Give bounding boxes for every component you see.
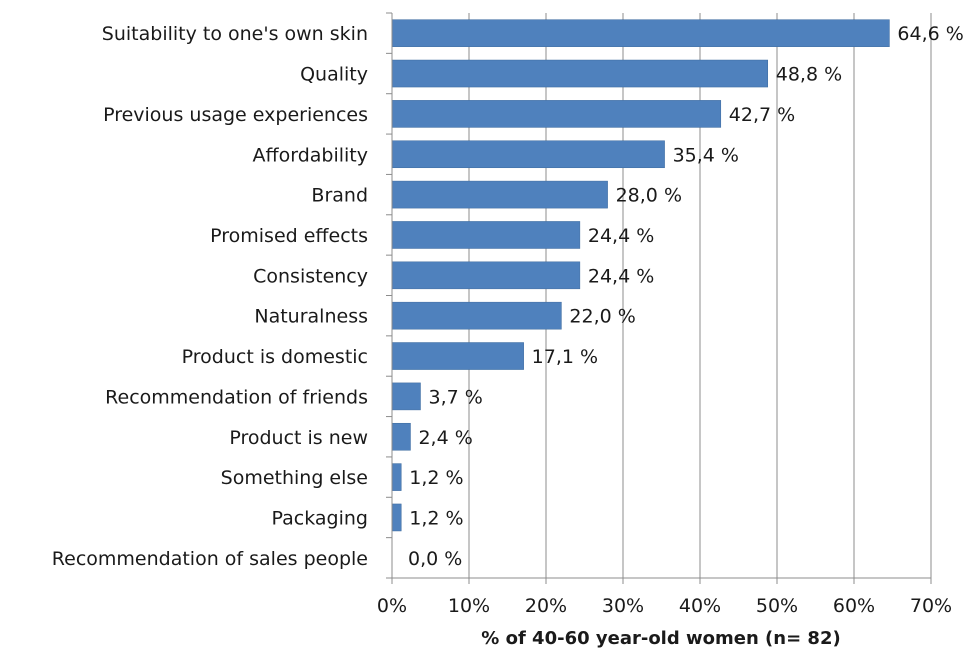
value-label: 1,2 % [409, 507, 463, 529]
category-label: Recommendation of friends [105, 386, 368, 408]
value-label: 3,7 % [428, 386, 482, 408]
gridlines [468, 13, 932, 578]
value-label: 2,4 % [418, 427, 472, 449]
bar [391, 503, 402, 532]
x-tick-label: 70% [910, 595, 952, 617]
bar [391, 261, 581, 290]
x-tick-label: 30% [602, 595, 644, 617]
bar [391, 221, 581, 249]
value-label: 1,2 % [409, 467, 463, 489]
category-label: Packaging [272, 507, 368, 529]
bar [391, 342, 524, 370]
x-tick-label: 0% [377, 595, 407, 617]
category-label: Consistency [253, 265, 368, 287]
bar [391, 59, 769, 88]
value-label: 0,0 % [408, 548, 462, 570]
value-label: 24,4 % [588, 225, 654, 247]
category-label: Affordability [253, 144, 368, 166]
x-tick-label: 60% [833, 595, 875, 617]
x-tick-label: 40% [679, 595, 721, 617]
value-label: 24,4 % [588, 265, 654, 287]
bar [391, 463, 402, 491]
value-label: 22,0 % [569, 306, 635, 328]
value-label: 35,4 % [673, 144, 739, 166]
value-label: 17,1 % [532, 346, 598, 368]
x-tick-label: 20% [525, 595, 567, 617]
category-label: Brand [311, 185, 368, 207]
x-tick-label: 10% [448, 595, 490, 617]
category-label: Quality [300, 64, 368, 86]
value-label: 64,6 % [897, 23, 963, 45]
category-label: Product is new [229, 427, 368, 449]
category-label: Suitability to one's own skin [102, 23, 368, 45]
value-label: 48,8 % [776, 64, 842, 86]
category-label: Promised effects [210, 225, 368, 247]
value-label: 42,7 % [729, 104, 795, 126]
bar [391, 382, 421, 411]
x-tick-label: 50% [756, 595, 798, 617]
category-label: Previous usage experiences [103, 104, 368, 126]
bar [391, 422, 411, 451]
bar [391, 180, 608, 209]
value-label: 28,0 % [616, 185, 682, 207]
bar [391, 140, 665, 169]
category-label: Something else [221, 467, 368, 489]
bar [391, 19, 890, 47]
bar [391, 100, 722, 128]
x-axis-title: % of 40-60 year-old women (n= 82) [481, 628, 840, 649]
category-label: Recommendation of sales people [52, 548, 368, 570]
axes [386, 12, 932, 584]
category-label: Naturalness [254, 306, 368, 328]
labels: 0% 10% 20% 30% 40% 50% 60% 70% Suitability to on… [52, 23, 964, 617]
category-label: Product is domestic [182, 346, 368, 368]
bar [391, 301, 562, 330]
bars [391, 19, 890, 532]
